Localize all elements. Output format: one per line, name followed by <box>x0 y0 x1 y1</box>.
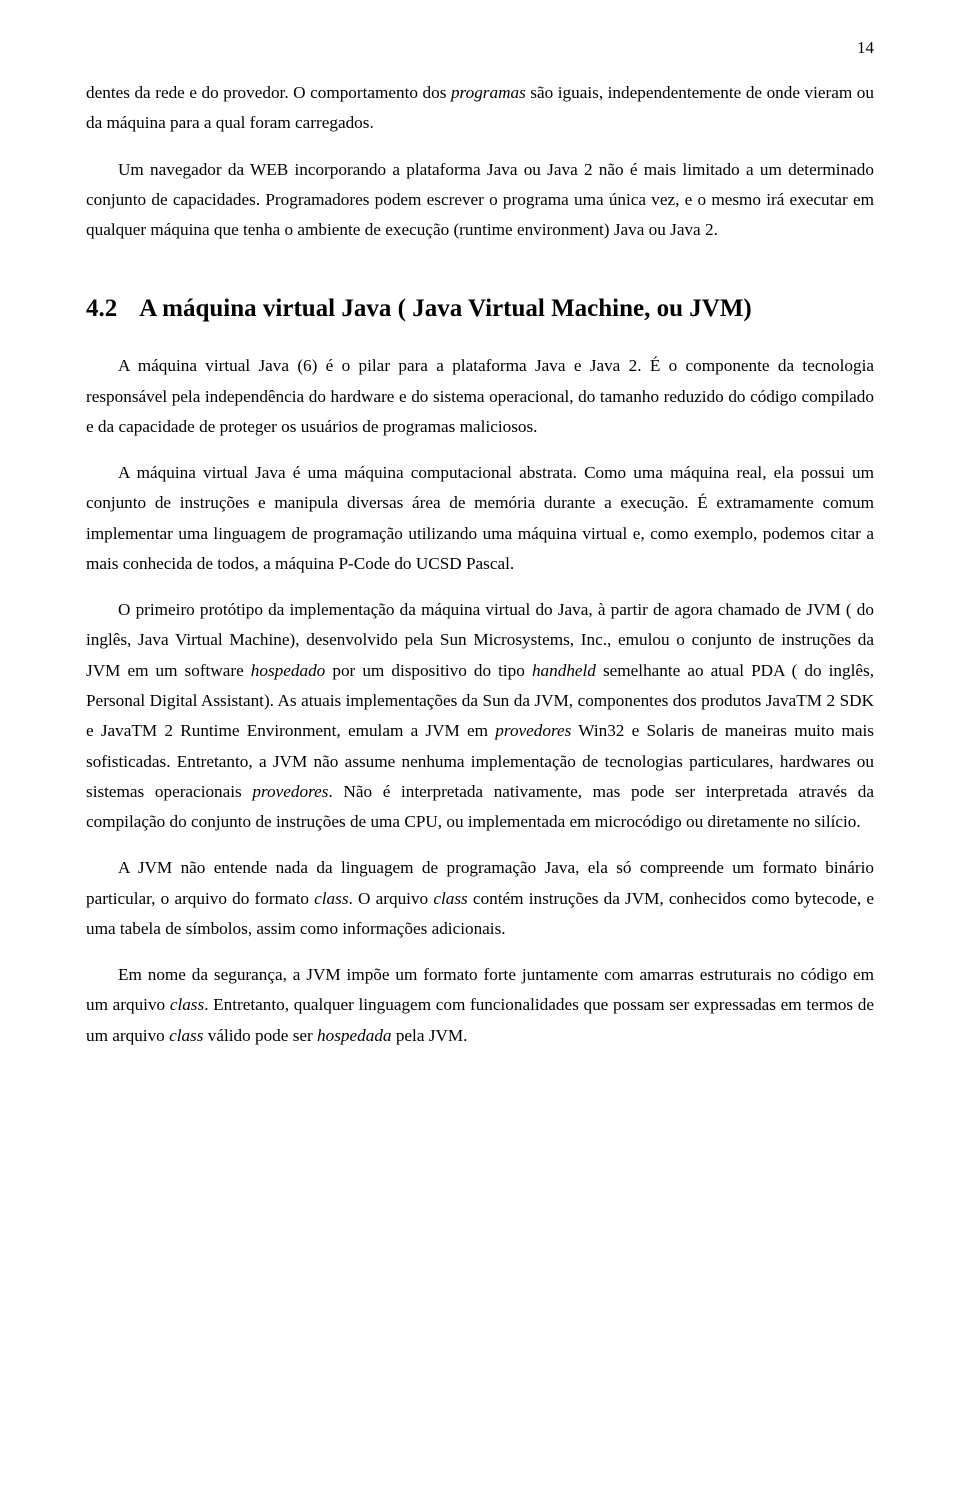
paragraph: Um navegador da WEB incorporando a plata… <box>86 155 874 246</box>
italic-text: provedores <box>252 782 328 801</box>
page-number: 14 <box>857 38 874 58</box>
paragraph: A JVM não entende nada da linguagem de p… <box>86 853 874 944</box>
paragraph: A máquina virtual Java é uma máquina com… <box>86 458 874 579</box>
italic-text: provedores <box>495 721 571 740</box>
italic-text: class <box>169 1026 203 1045</box>
paragraph: O primeiro protótipo da implementação da… <box>86 595 874 837</box>
text: dentes da rede e do provedor. O comporta… <box>86 83 451 102</box>
paragraph: A máquina virtual Java (6) é o pilar par… <box>86 351 874 442</box>
section-number: 4.2 <box>86 295 117 323</box>
italic-text: class <box>314 889 348 908</box>
text: pela JVM. <box>392 1026 468 1045</box>
section-heading: 4.2 A máquina virtual Java ( Java Virtual… <box>86 295 874 323</box>
italic-text: hospedada <box>317 1026 391 1045</box>
text: por um dispositivo do tipo <box>325 661 532 680</box>
text: . O arquivo <box>349 889 434 908</box>
italic-text: programas <box>451 83 526 102</box>
text: válido pode ser <box>203 1026 317 1045</box>
paragraph-continued: dentes da rede e do provedor. O comporta… <box>86 78 874 139</box>
paragraph: Em nome da segurança, a JVM impõe um for… <box>86 960 874 1051</box>
italic-text: class <box>433 889 467 908</box>
section-title: A máquina virtual Java ( Java Virtual Ma… <box>139 295 752 322</box>
page: 14 dentes da rede e do provedor. O compo… <box>0 0 960 1507</box>
italic-text: class <box>170 995 204 1014</box>
italic-text: hospedado <box>251 661 325 680</box>
italic-text: handheld <box>532 661 596 680</box>
